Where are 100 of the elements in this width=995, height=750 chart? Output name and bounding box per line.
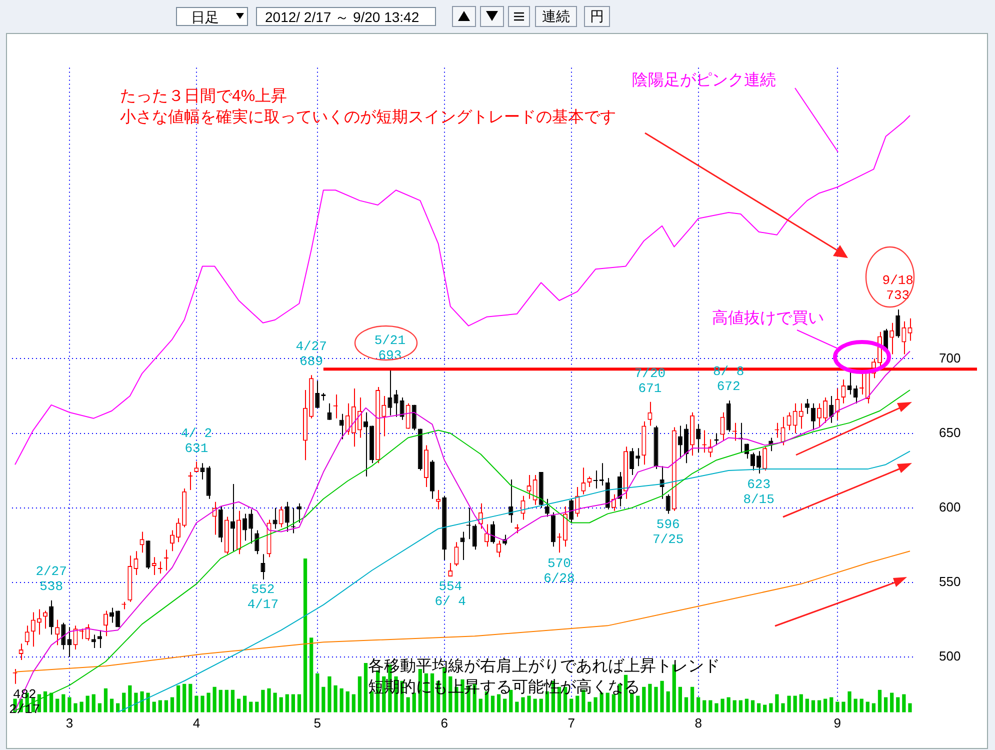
text: 日足 (191, 9, 219, 25)
candlestick (841, 379, 846, 404)
candlestick (49, 600, 54, 636)
annotation: 596 7/25 (652, 516, 684, 547)
annotation: 2/27 538 (36, 564, 67, 594)
y-tick-label: 550 (939, 574, 961, 590)
x-tick-label: 7 (568, 716, 575, 731)
annotation: 4/27 689 (296, 339, 327, 370)
candlestick (810, 402, 816, 431)
candlestick (400, 396, 404, 420)
x-tick-label: 3 (66, 716, 74, 731)
annotation: 各移動平均線が右肩上がりであれば上昇トレンド (368, 656, 720, 677)
candlestick (720, 412, 725, 442)
candlestick (24, 625, 30, 646)
y-tick-label: 700 (939, 350, 961, 366)
candlestick (18, 643, 24, 660)
candlestick (835, 388, 840, 420)
candlestick (666, 494, 670, 514)
candlestick (853, 385, 858, 404)
candlestick (55, 619, 60, 646)
candlestick (569, 498, 574, 524)
candlestick (611, 494, 616, 512)
candlestick (484, 524, 489, 548)
candlestick (230, 483, 235, 552)
candlestick (388, 368, 392, 416)
candlestick (200, 462, 205, 480)
candlestick (134, 550, 138, 576)
candlestick (103, 610, 108, 637)
candlestick (278, 506, 284, 528)
candlestick (97, 630, 102, 649)
candlestick (30, 612, 36, 648)
candlestick (902, 320, 906, 355)
candlestick (630, 448, 634, 476)
candlestick (648, 401, 652, 426)
candlestick (170, 530, 175, 552)
candlestick (532, 474, 538, 506)
x-tick-label: 6 (440, 716, 448, 731)
text: 連続 (535, 6, 577, 27)
candlestick (61, 622, 66, 650)
y-tick-label: 600 (939, 499, 961, 514)
candlestick (756, 450, 762, 474)
candlestick (152, 556, 156, 576)
candlestick (823, 396, 828, 424)
annotation: 570 6/28 (544, 556, 575, 586)
candlestick (581, 467, 586, 495)
candlestick (636, 448, 640, 467)
text: 円 (584, 6, 610, 27)
candlestick (140, 531, 144, 554)
candlestick (284, 501, 290, 532)
annotation: 623 8/15 (743, 476, 774, 507)
candlestick (448, 562, 453, 577)
candlestick (780, 416, 786, 446)
candlestick (454, 542, 459, 567)
x-tick-label: 4 (192, 716, 200, 731)
candlestick (357, 396, 362, 438)
candlestick (684, 424, 689, 464)
candlestick (526, 474, 532, 500)
candlestick (91, 634, 96, 649)
x-tick-label: 5 (314, 716, 321, 731)
candlestick (696, 424, 701, 454)
annotation: 小さな値幅を確実に取っていくのが短期スイングトレードの基本です (120, 108, 616, 128)
candlestick (254, 530, 260, 555)
candlestick (296, 502, 302, 524)
candlestick (678, 425, 682, 460)
candlestick (520, 495, 526, 520)
candlestick (242, 513, 248, 542)
y-tick-label: 650 (939, 424, 961, 440)
candlestick (73, 625, 78, 650)
x-tick-label: 8 (694, 716, 702, 731)
chart-subtitle: 2012/ 2/17 ～ 9/20 13:42 (256, 7, 436, 26)
candlestick (248, 508, 254, 544)
candlestick (750, 452, 756, 472)
annotation: 7/20 671 (634, 366, 666, 396)
candlestick (817, 402, 822, 428)
candlestick (896, 308, 900, 338)
candlestick (496, 540, 502, 558)
candlestick (272, 507, 278, 530)
candlestick (363, 412, 368, 478)
candlestick (587, 476, 592, 488)
candlestick (762, 446, 768, 472)
candlestick (36, 608, 42, 636)
annotation: たった３日間で4%上昇 (120, 86, 288, 107)
candlestick (260, 554, 266, 580)
annotation: 4/ 2 631 (180, 426, 212, 456)
candlestick (67, 626, 72, 658)
candlestick (544, 498, 550, 518)
candlestick (472, 524, 477, 550)
annotation: 陰陽足がピンク連続 (632, 70, 776, 91)
candlestick (176, 518, 181, 543)
candlestick (798, 402, 804, 430)
annotation: 552 4/17 (247, 582, 279, 612)
candlestick (345, 402, 350, 436)
candlestick (339, 413, 344, 440)
candlestick (605, 478, 610, 510)
candlestick (394, 390, 398, 418)
candlestick (786, 412, 792, 431)
candlestick (829, 395, 834, 424)
candlestick (436, 489, 441, 510)
candlestick (890, 322, 894, 355)
candlestick (382, 395, 386, 437)
